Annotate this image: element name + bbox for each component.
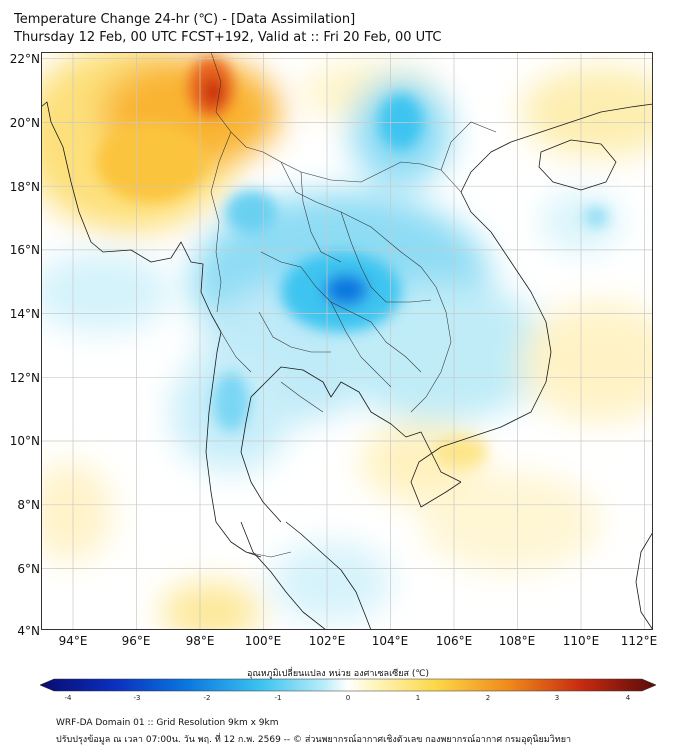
- colorbar: [40, 678, 656, 692]
- lon-label-106e: 106°E: [435, 634, 473, 648]
- colorbar-tick: -3: [133, 694, 141, 702]
- colorbar-tick: -4: [64, 694, 72, 702]
- colorbar-tick: -2: [203, 694, 211, 702]
- colorbar-tick: 0: [345, 694, 351, 702]
- lon-label-102e: 102°E: [308, 634, 346, 648]
- lat-label-4n: 4°N: [17, 624, 40, 638]
- lat-label-10n: 10°N: [9, 434, 40, 448]
- colorbar-tick: 4: [625, 694, 631, 702]
- lat-label-18n: 18°N: [9, 180, 40, 194]
- colorbar-title: อุณหภูมิเปลี่ยนแปลง หน่วย องศาเซลเซียส (…: [246, 669, 430, 679]
- map-frame: [41, 52, 653, 630]
- lon-label-94e: 94°E: [58, 634, 88, 648]
- lon-label-110e: 110°E: [562, 634, 600, 648]
- coastlines: [41, 101, 653, 630]
- lon-label-104e: 104°E: [371, 634, 409, 648]
- graticule: [41, 52, 653, 630]
- lat-label-14n: 14°N: [9, 307, 40, 321]
- country-borders: [210, 52, 497, 558]
- lon-label-96e: 96°E: [121, 634, 151, 648]
- lat-label-6n: 6°N: [17, 562, 40, 576]
- lon-label-100e: 100°E: [244, 634, 282, 648]
- temperature-change-map: [41, 52, 653, 630]
- lat-label-22n: 22°N: [9, 52, 40, 66]
- colorbar-tick: 1: [415, 694, 421, 702]
- lat-label-12n: 12°N: [9, 371, 40, 385]
- map-title: Temperature Change 24-hr (℃) - [Data Ass…: [14, 12, 356, 27]
- footer-credit: ปรับปรุงข้อมูล ณ เวลา 07:00น. วัน พฤ. ที…: [56, 735, 572, 745]
- colorbar-tick: -1: [274, 694, 282, 702]
- lon-label-112e: 112°E: [620, 634, 658, 648]
- lat-label-16n: 16°N: [9, 243, 40, 257]
- map-subtitle: Thursday 12 Feb, 00 UTC FCST+192, Valid …: [14, 30, 442, 45]
- lat-label-8n: 8°N: [17, 498, 40, 512]
- lat-label-20n: 20°N: [9, 116, 40, 130]
- colorbar-tick: 2: [485, 694, 491, 702]
- colorbar-tick: 3: [554, 694, 560, 702]
- lon-label-98e: 98°E: [185, 634, 215, 648]
- lon-label-108e: 108°E: [498, 634, 536, 648]
- anomaly-field: [41, 52, 653, 630]
- footer-domain-info: WRF-DA Domain 01 :: Grid Resolution 9km …: [56, 718, 279, 728]
